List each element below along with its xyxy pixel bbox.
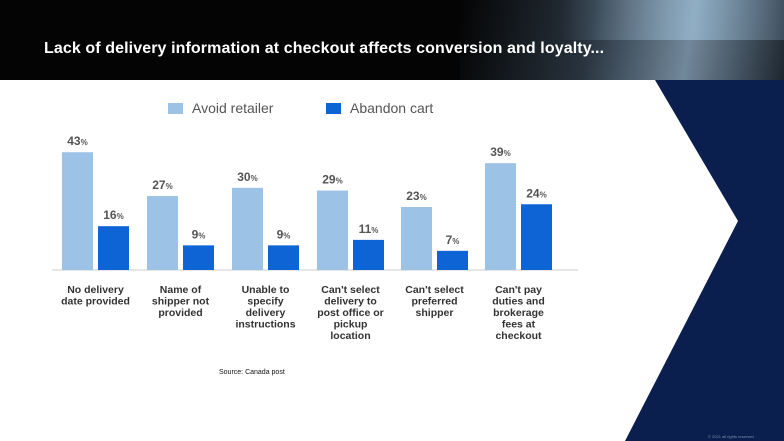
bar-abandon-cart-0 (98, 226, 129, 270)
percent-sign: % (336, 177, 343, 186)
footer-note: © 2021 all rights reserved (708, 434, 754, 439)
chart-legend: Avoid retailer Abandon cart (168, 100, 433, 116)
value-label-avoid-retailer-2: 30% (237, 170, 257, 184)
category-label-line: instructions (235, 319, 295, 331)
category-label-line: pickup (334, 319, 368, 331)
category-label-line: delivery (246, 307, 286, 319)
category-label-line: Name of (160, 284, 202, 296)
bar-avoid-retailer-5 (485, 163, 516, 270)
value-label-abandon-cart-1: 9% (192, 227, 206, 241)
slide-header: Lack of delivery information at checkout… (0, 0, 784, 80)
category-label-3: Can't select delivery to post office or pic… (317, 284, 384, 342)
value-labels: 43% 16% 27% 9% 30% 9% 29% 11% 23% 7% 39% 24% (67, 134, 546, 247)
percent-sign: % (540, 190, 547, 199)
category-label-5: Can't pay duties and brokerage fees at check… (492, 284, 545, 342)
bar-abandon-cart-2 (268, 245, 299, 270)
category-label-line: date provided (61, 296, 130, 308)
category-label-line: delivery to (324, 296, 377, 308)
value-label-abandon-cart-3: 11% (359, 222, 379, 236)
value-label-abandon-cart-0: 16% (103, 208, 123, 222)
bar-abandon-cart-3 (353, 239, 384, 270)
legend-label-abandon-cart: Abandon cart (350, 100, 433, 116)
category-label-line: Can't select (321, 284, 380, 296)
category-label-line: checkout (495, 330, 542, 342)
percent-sign: % (283, 231, 290, 240)
percent-sign: % (198, 231, 205, 240)
category-label-line: shipper (416, 307, 454, 319)
category-label-line: shipper not (152, 296, 210, 308)
source-note: Source: Canada post (219, 369, 285, 376)
category-label-line: location (330, 330, 370, 342)
percent-sign: % (166, 182, 173, 191)
category-label-line: Can't pay (495, 284, 542, 296)
percent-sign: % (251, 174, 258, 183)
legend-swatch-avoid-retailer (168, 103, 183, 114)
bars (62, 152, 552, 270)
bar-avoid-retailer-3 (317, 190, 348, 270)
navy-arrow-shape (625, 80, 784, 441)
category-label-line: specify (247, 296, 283, 308)
percent-sign: % (504, 149, 511, 158)
bar-avoid-retailer-2 (232, 187, 263, 270)
value-label-avoid-retailer-3: 29% (322, 173, 342, 187)
bar-avoid-retailer-4 (401, 207, 432, 270)
category-label-2: Unable to specify delivery instructions (235, 284, 295, 331)
value-label-avoid-retailer-4: 23% (406, 189, 426, 203)
percent-sign: % (81, 138, 88, 147)
percent-sign: % (420, 193, 427, 202)
category-label-line: duties and (492, 296, 545, 308)
value-label-abandon-cart-4: 7% (446, 233, 460, 247)
category-label-line: preferred (411, 296, 457, 308)
value-label-avoid-retailer-5: 39% (490, 145, 510, 159)
navy-arrow-polygon (625, 80, 784, 441)
category-label-line: provided (158, 307, 202, 319)
header-glow-highlight (560, 0, 784, 40)
legend-swatch-abandon-cart (326, 103, 341, 114)
category-labels: No delivery date provided Name of shipper n… (61, 284, 545, 342)
category-label-line: Unable to (242, 284, 290, 296)
legend-label-avoid-retailer: Avoid retailer (192, 100, 274, 116)
bar-abandon-cart-4 (437, 250, 468, 270)
category-label-line: fees at (502, 319, 536, 331)
slide-title: Lack of delivery information at checkout… (44, 40, 605, 57)
bar-abandon-cart-5 (521, 204, 552, 270)
category-label-line: No delivery (67, 284, 124, 296)
bar-avoid-retailer-1 (147, 196, 178, 270)
category-label-line: brokerage (493, 307, 544, 319)
category-label-line: Can't select (405, 284, 464, 296)
value-label-abandon-cart-5: 24% (526, 186, 546, 200)
value-label-avoid-retailer-0: 43% (67, 134, 87, 148)
category-label-0: No delivery date provided (61, 284, 130, 308)
percent-sign: % (452, 237, 459, 246)
value-label-avoid-retailer-1: 27% (152, 178, 172, 192)
value-label-abandon-cart-2: 9% (277, 227, 291, 241)
bar-abandon-cart-1 (183, 245, 214, 270)
category-label-4: Can't select preferred shipper (405, 284, 464, 319)
bar-avoid-retailer-0 (62, 152, 93, 270)
percent-sign: % (117, 212, 124, 221)
category-label-line: post office or (317, 307, 384, 319)
percent-sign: % (371, 226, 378, 235)
bar-chart: Avoid retailer Abandon cart 43% 16% 27% 9% 3… (52, 100, 578, 342)
category-label-1: Name of shipper not provided (152, 284, 210, 319)
